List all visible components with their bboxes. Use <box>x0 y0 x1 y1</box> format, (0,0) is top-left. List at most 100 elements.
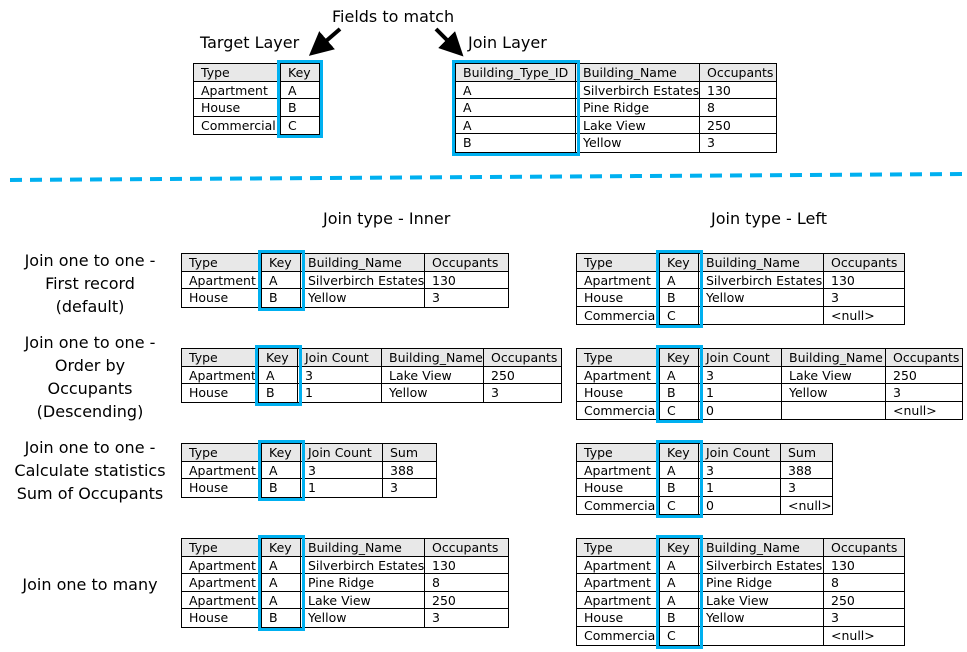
table-cell: House <box>181 383 260 403</box>
table-cell: Apartment <box>576 590 661 611</box>
table-cell: Commercial <box>576 495 661 516</box>
column-header: Occupants <box>424 253 509 273</box>
table-cell: House <box>181 478 263 498</box>
column-header: Type <box>181 538 263 558</box>
table-cell: <null> <box>885 400 963 421</box>
label-line: Join one to many <box>22 575 158 594</box>
table-cell: B <box>261 608 302 628</box>
column-header: Building_Name <box>381 348 485 368</box>
arrow-to-key <box>308 27 342 56</box>
table-cell: Commercial <box>193 115 282 136</box>
row-label-order-by: Join one to one - Order by Occupants (De… <box>0 331 180 423</box>
table-cell: C <box>659 495 700 516</box>
row-label-one-to-many: Join one to many <box>0 573 180 596</box>
column-header: Building_Name <box>781 348 887 368</box>
label-line: Join one to one - <box>24 333 156 352</box>
table-cell <box>781 400 887 421</box>
label-line: Join one to one - <box>24 438 156 457</box>
arrow-to-building-type-id <box>434 27 464 57</box>
column-header: Key <box>280 63 320 83</box>
table-cell: C <box>659 400 700 421</box>
table-cell: <null> <box>823 305 905 326</box>
target-layer-title: Target Layer <box>200 33 300 52</box>
table-cell: 3 <box>424 608 509 628</box>
table-cell <box>698 626 825 646</box>
table-cell: 3 <box>424 288 509 308</box>
row-label-first-record: Join one to one - First record (default) <box>0 249 180 318</box>
table-cell: 1 <box>300 478 384 498</box>
table-cell <box>698 305 825 326</box>
table-cell: 1 <box>297 383 383 403</box>
table-cell: Yellow <box>381 383 485 403</box>
label-line: (default) <box>55 297 125 316</box>
column-header: Join Count <box>698 443 782 463</box>
table-cell: C <box>659 305 700 326</box>
table-cell: Yellow <box>300 288 426 308</box>
table-cell: A <box>280 80 320 101</box>
column-header: Occupants <box>424 538 509 558</box>
column-header: Key <box>261 538 302 558</box>
column-header: Join Count <box>300 443 384 463</box>
table-cell: 0 <box>698 495 782 516</box>
table-cell: Commercial <box>576 400 661 421</box>
table-cell: Yellow <box>698 288 825 308</box>
column-header: Type <box>576 538 661 558</box>
table-cell: 250 <box>699 115 777 136</box>
table-cell: B <box>261 288 302 308</box>
table-cell: Apartment <box>576 365 661 386</box>
table-cell: Pine Ridge <box>300 573 426 593</box>
table-cell: House <box>576 608 661 628</box>
table-cell: <null> <box>823 626 905 646</box>
table-cell: C <box>659 626 700 646</box>
table-cell: Apartment <box>576 555 661 576</box>
join-layer-title: Join Layer <box>468 33 547 52</box>
column-header: Type <box>181 253 263 273</box>
column-header: Join Count <box>698 348 783 368</box>
label-line: (Descending) <box>36 402 144 421</box>
column-header: Key <box>258 348 299 368</box>
table-cell: House <box>181 608 263 628</box>
table-cell: Commercial <box>576 626 661 646</box>
column-header: Building_Name <box>575 63 701 83</box>
label-line: Order by <box>54 356 126 375</box>
table-cell: Commercial <box>576 305 661 326</box>
inner-join-title: Join type - Inner <box>323 209 451 228</box>
table-cell: Lake View <box>575 115 701 136</box>
table-cell: Apartment <box>181 365 260 386</box>
table-cell: 3 <box>483 383 562 403</box>
table-cell: C <box>280 115 320 136</box>
column-header: Sum <box>780 443 833 463</box>
table-cell: Yellow <box>781 383 887 403</box>
table-cell: Lake View <box>300 590 426 611</box>
table-cell: <null> <box>780 495 833 516</box>
table-cell: 3 <box>382 478 437 498</box>
table-cell: Silverbirch Estates <box>698 555 825 576</box>
table-cell: B <box>455 133 577 153</box>
table-cell: Apartment <box>576 270 661 291</box>
column-header: Occupants <box>823 538 905 558</box>
table-cell: Yellow <box>575 133 701 153</box>
table-cell: B <box>258 383 299 403</box>
label-line: Join one to one - <box>24 251 156 270</box>
row-label-statistics: Join one to one - Calculate statistics S… <box>0 436 180 505</box>
table-cell: 0 <box>698 400 783 421</box>
column-header: Occupants <box>885 348 963 368</box>
table-cell: House <box>181 288 263 308</box>
label-line: First record <box>45 274 135 293</box>
section-divider <box>9 172 963 182</box>
label-line: Occupants <box>47 379 133 398</box>
table-cell: B <box>261 478 302 498</box>
table-cell: Yellow <box>300 608 426 628</box>
table-cell: 250 <box>885 365 963 386</box>
column-header: Key <box>659 538 700 558</box>
column-header: Occupants <box>483 348 562 368</box>
label-line: Calculate statistics <box>14 461 166 480</box>
left-join-title: Join type - Left <box>711 209 827 228</box>
table-cell: Lake View <box>698 590 825 611</box>
label-line: Sum of Occupants <box>16 484 164 503</box>
table-cell: Silverbirch Estates <box>698 270 825 291</box>
column-header: Building_Name <box>698 253 825 273</box>
column-header: Key <box>261 253 302 273</box>
column-header: Occupants <box>699 63 777 83</box>
